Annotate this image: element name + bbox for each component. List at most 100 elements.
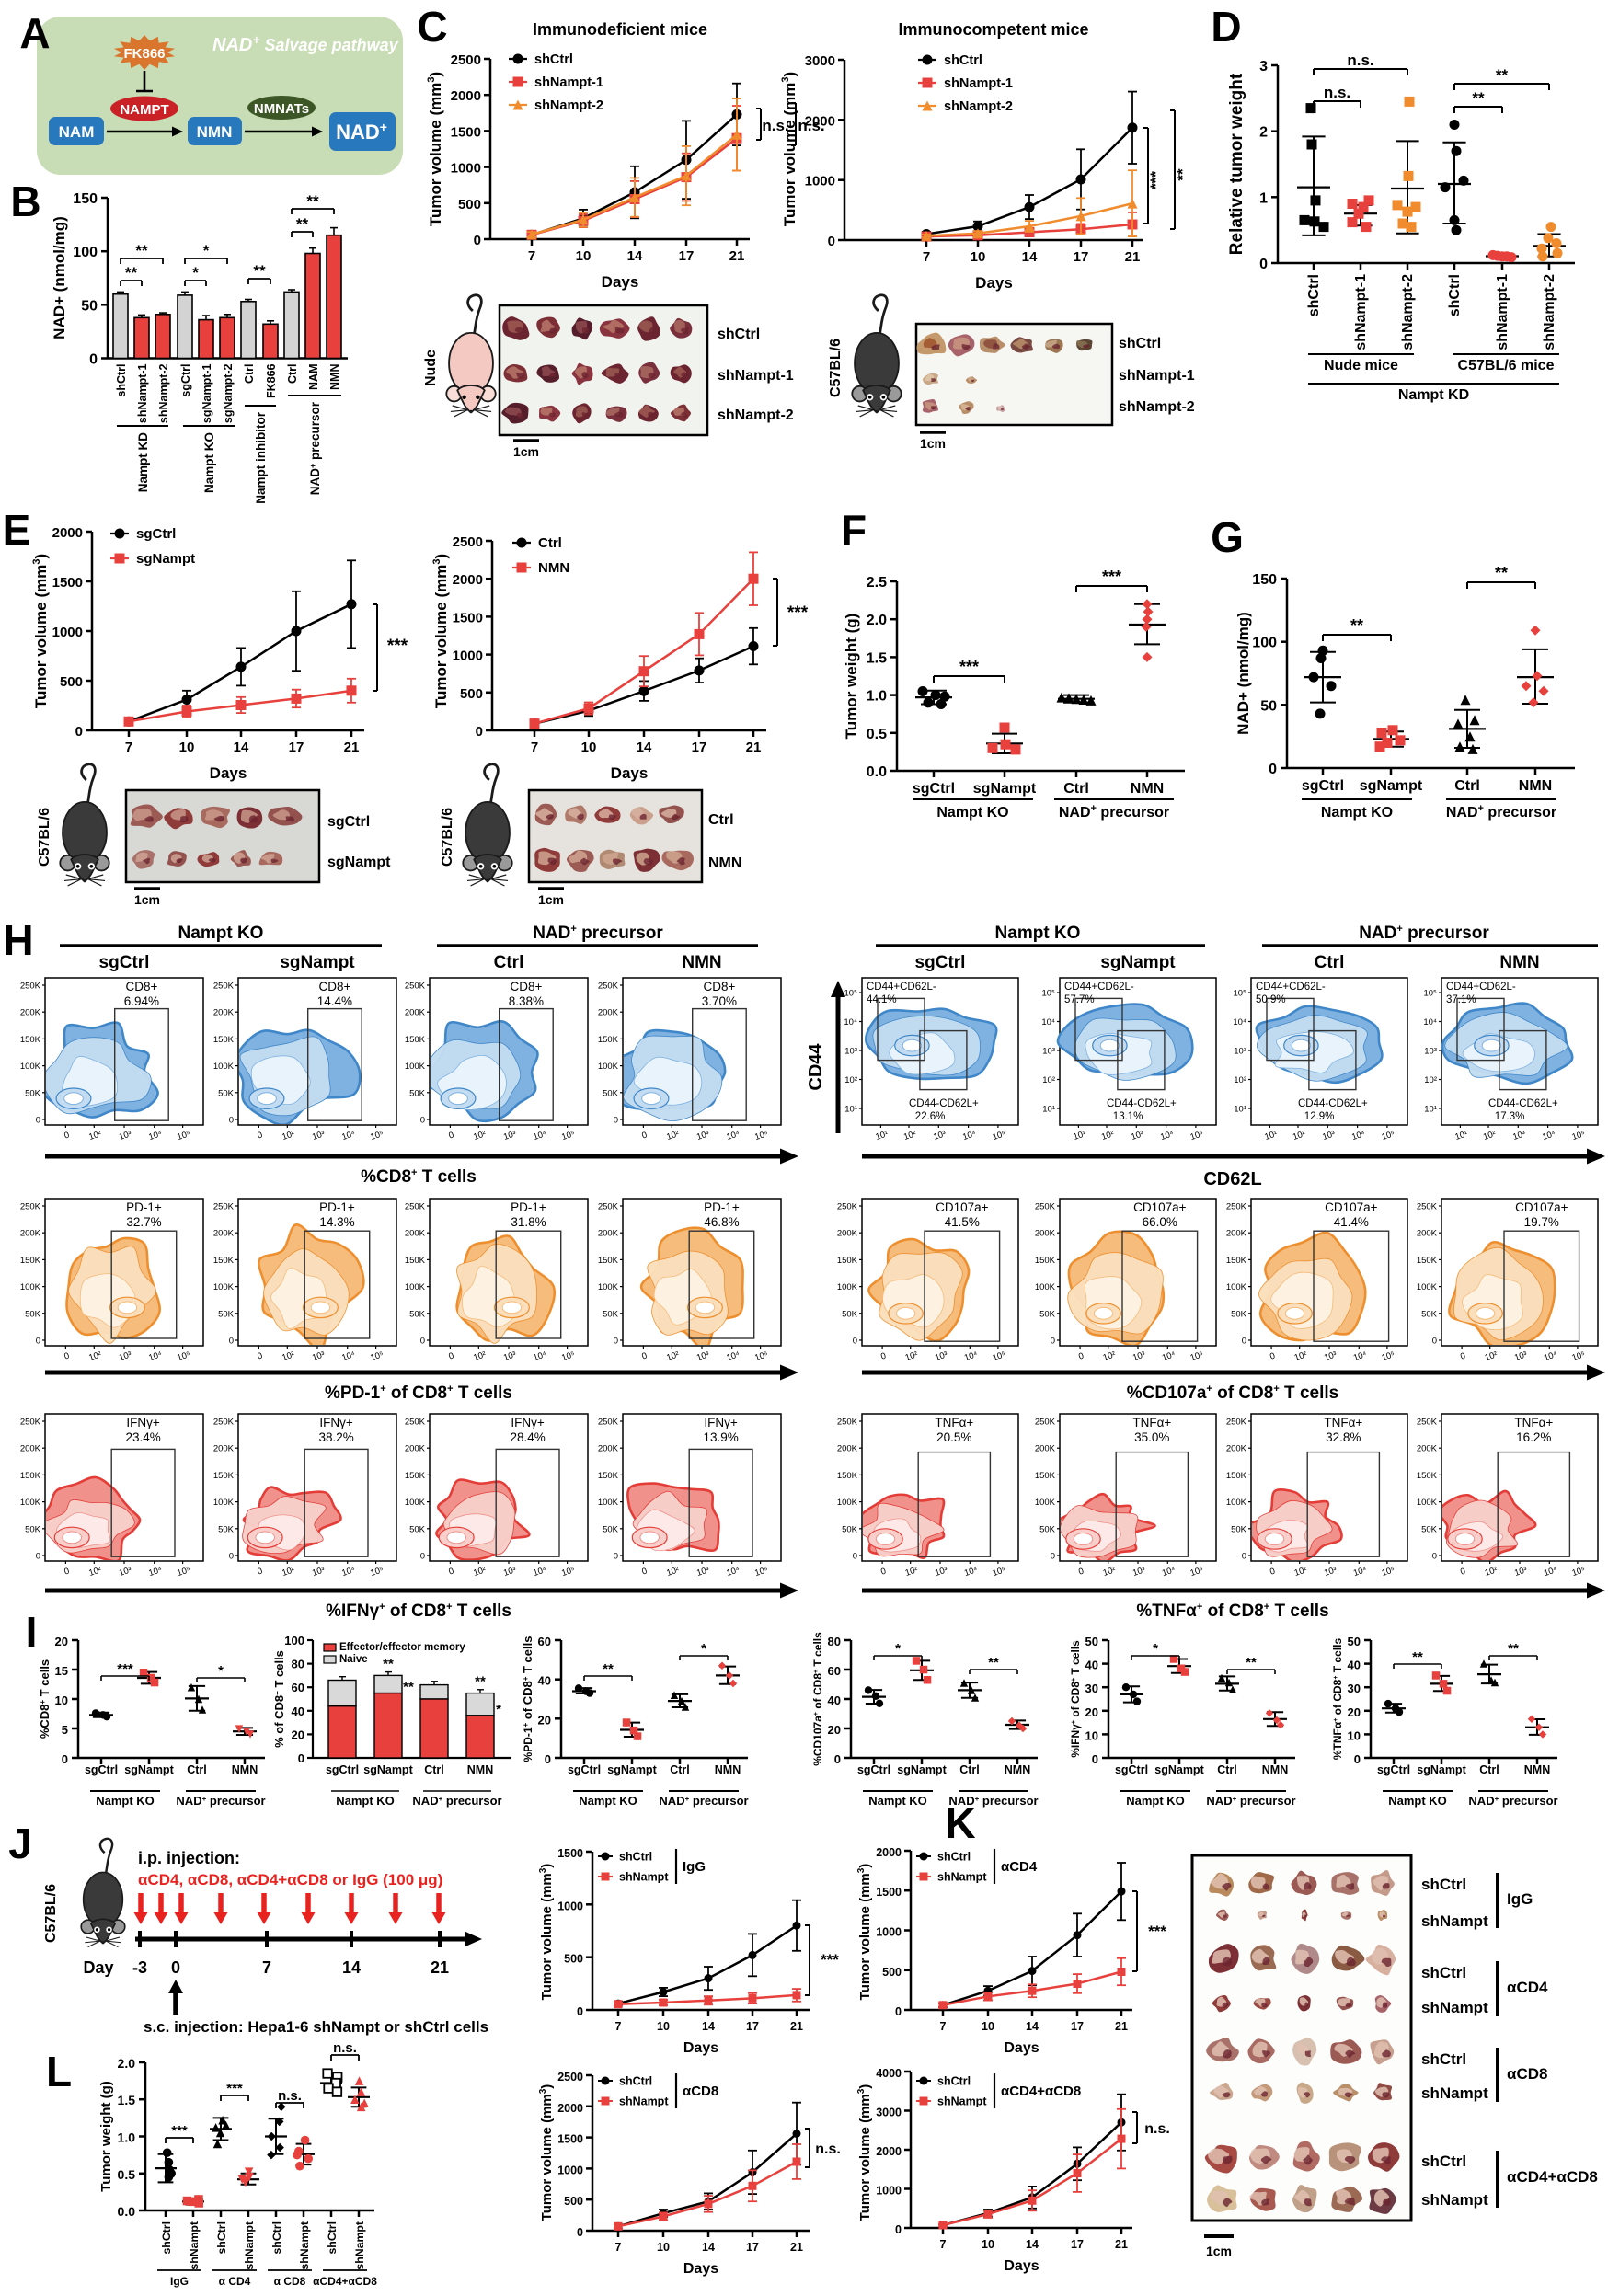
svg-text:0: 0 <box>640 1351 648 1362</box>
svg-text:shNampt-2: shNampt-2 <box>1400 274 1416 350</box>
svg-text:14: 14 <box>1022 249 1038 265</box>
svg-text:250K: 250K <box>213 1202 235 1212</box>
svg-text:50K: 50K <box>409 1309 426 1319</box>
svg-text:G: G <box>1211 513 1244 561</box>
svg-text:CD44-CD62L+: CD44-CD62L+ <box>1298 1098 1368 1109</box>
svg-text:10⁵: 10⁵ <box>1571 1129 1587 1142</box>
svg-text:21: 21 <box>746 740 762 755</box>
svg-text:10⁴: 10⁴ <box>147 1129 163 1142</box>
svg-text:32.7%: 32.7% <box>126 1215 161 1229</box>
svg-text:7: 7 <box>528 248 535 264</box>
svg-text:Ctrl: Ctrl <box>1454 778 1480 794</box>
svg-text:10¹: 10¹ <box>1234 1105 1246 1115</box>
svg-text:20: 20 <box>538 1713 551 1727</box>
svg-text:NMN: NMN <box>1131 781 1164 797</box>
svg-text:0: 0 <box>640 1567 648 1578</box>
svg-text:0: 0 <box>229 1116 234 1126</box>
svg-text:*: * <box>1153 1641 1158 1657</box>
svg-text:32.8%: 32.8% <box>1326 1430 1361 1444</box>
svg-text:10²: 10² <box>1234 1075 1246 1085</box>
svg-text:50K: 50K <box>218 1088 235 1098</box>
svg-text:250K: 250K <box>598 1202 619 1212</box>
svg-text:10⁴: 10⁴ <box>844 1017 857 1027</box>
svg-text:Nude mice: Nude mice <box>1324 358 1398 373</box>
svg-text:100: 100 <box>284 1634 304 1647</box>
svg-text:100K: 100K <box>1417 1498 1438 1508</box>
svg-text:shNampt-1: shNampt-1 <box>718 368 794 384</box>
svg-text:14: 14 <box>637 740 652 755</box>
svg-text:NMN: NMN <box>1005 1763 1030 1776</box>
svg-text:10³: 10³ <box>1511 1129 1526 1142</box>
svg-text:%CD8+ T cells: %CD8+ T cells <box>38 1659 52 1739</box>
svg-text:0: 0 <box>36 1552 40 1562</box>
svg-text:NAD+ Salvage pathway: NAD+ Salvage pathway <box>212 32 399 55</box>
svg-text:CD44-CD62L+: CD44-CD62L+ <box>909 1098 979 1109</box>
svg-text:100K: 100K <box>598 1062 619 1072</box>
svg-text:0: 0 <box>828 234 835 249</box>
svg-text:0: 0 <box>63 1351 70 1362</box>
svg-text:150K: 150K <box>1226 1256 1247 1266</box>
svg-text:200K: 200K <box>20 1229 41 1239</box>
svg-text:10: 10 <box>971 249 986 265</box>
svg-text:10⁴: 10⁴ <box>1161 1349 1177 1363</box>
svg-text:10³: 10³ <box>1234 1047 1246 1057</box>
svg-text:17: 17 <box>1071 2238 1084 2251</box>
svg-text:shCtrl: shCtrl <box>1421 1964 1466 1981</box>
svg-text:Days: Days <box>611 764 649 782</box>
svg-text:500: 500 <box>460 686 483 702</box>
svg-text:10⁴: 10⁴ <box>725 1565 741 1578</box>
svg-text:10⁴: 10⁴ <box>1159 1129 1175 1142</box>
svg-text:28.4%: 28.4% <box>510 1430 545 1444</box>
svg-text:10³: 10³ <box>695 1349 710 1363</box>
svg-text:150K: 150K <box>598 1035 619 1045</box>
svg-text:150K: 150K <box>837 1471 858 1481</box>
svg-text:J: J <box>8 1820 32 1867</box>
svg-text:0: 0 <box>1459 1351 1466 1362</box>
svg-text:23.4%: 23.4% <box>125 1430 160 1444</box>
svg-text:***: *** <box>1148 1923 1166 1940</box>
svg-text:15: 15 <box>55 1664 68 1678</box>
svg-text:10⁵: 10⁵ <box>1041 989 1055 999</box>
svg-text:0: 0 <box>256 1567 263 1578</box>
svg-text:1.5: 1.5 <box>118 2093 136 2107</box>
svg-text:10³: 10³ <box>1323 1565 1338 1578</box>
svg-text:150K: 150K <box>405 1471 426 1481</box>
svg-text:10⁴: 10⁴ <box>1350 1129 1366 1142</box>
svg-text:200K: 200K <box>837 1444 858 1454</box>
svg-text:10⁵: 10⁵ <box>560 1129 576 1142</box>
svg-text:0: 0 <box>577 2005 583 2018</box>
svg-text:PD-1+: PD-1+ <box>126 1200 162 1214</box>
svg-text:21: 21 <box>790 2241 803 2254</box>
svg-text:CD62L: CD62L <box>1203 1169 1261 1189</box>
svg-text:sgCtrl: sgCtrl <box>913 781 955 797</box>
svg-text:CD8+: CD8+ <box>510 980 542 993</box>
svg-text:10⁵: 10⁵ <box>1571 1565 1587 1578</box>
svg-text:0: 0 <box>420 1337 425 1347</box>
svg-text:500: 500 <box>882 1966 902 1979</box>
svg-text:**: ** <box>1508 1641 1519 1657</box>
svg-text:2000: 2000 <box>876 2145 902 2158</box>
svg-text:21: 21 <box>431 1958 449 1977</box>
svg-text:1500: 1500 <box>451 124 481 140</box>
svg-text:3: 3 <box>1259 59 1268 75</box>
svg-text:NMN: NMN <box>1519 778 1552 794</box>
svg-text:12.9%: 12.9% <box>1304 1111 1335 1122</box>
svg-text:60: 60 <box>538 1635 551 1648</box>
svg-text:250K: 250K <box>213 982 235 992</box>
svg-text:IFNγ+: IFNγ+ <box>704 1416 737 1429</box>
svg-text:Immunocompetent mice: Immunocompetent mice <box>898 20 1088 39</box>
svg-text:sgNampt: sgNampt <box>124 1763 174 1776</box>
svg-text:**: ** <box>253 262 266 280</box>
svg-text:100K: 100K <box>405 1282 426 1292</box>
svg-text:0: 0 <box>1432 1337 1437 1347</box>
svg-text:10⁴: 10⁴ <box>340 1129 356 1142</box>
svg-text:Naive: Naive <box>339 1654 368 1665</box>
svg-text:50K: 50K <box>1231 1524 1247 1534</box>
svg-text:10²: 10² <box>665 1129 680 1142</box>
svg-text:αCD4: αCD4 <box>1001 1859 1038 1875</box>
svg-text:10¹: 10¹ <box>1453 1129 1468 1142</box>
svg-text:1500: 1500 <box>557 1847 583 1860</box>
svg-text:%PD-1+ of CD8+ T cells: %PD-1+ of CD8+ T cells <box>325 1383 512 1403</box>
svg-text:250K: 250K <box>598 982 619 992</box>
svg-text:10⁵: 10⁵ <box>753 1129 769 1142</box>
